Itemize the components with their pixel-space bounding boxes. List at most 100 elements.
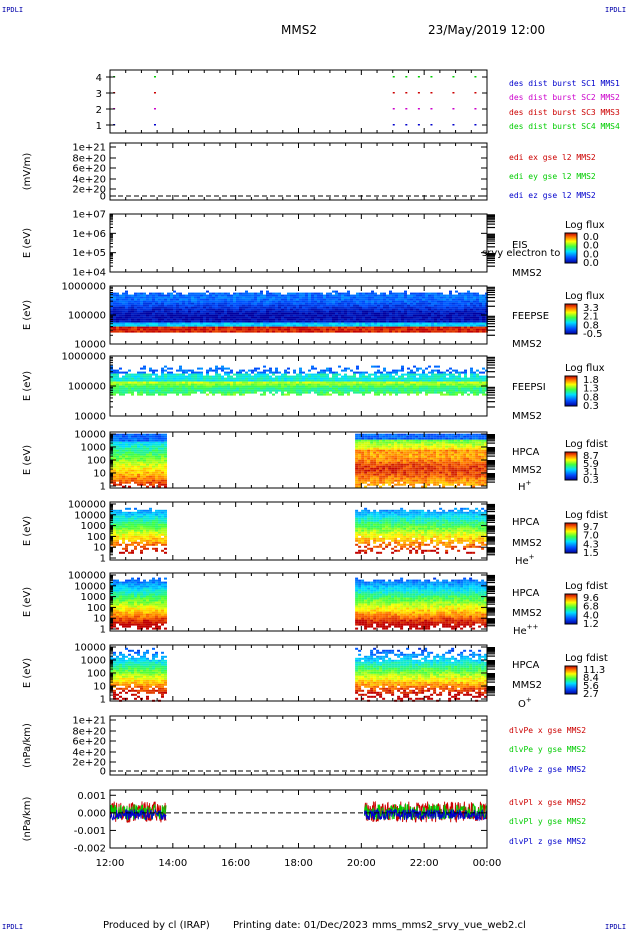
burst-mark — [452, 76, 455, 78]
colorbar-value: 0.3 — [583, 475, 599, 486]
ytick-label: 1000 — [81, 592, 106, 603]
ytick-label: 1000 — [81, 521, 106, 532]
colorbar-title: Log flux — [565, 220, 605, 231]
divpi-series-line — [364, 800, 487, 823]
burst-mark — [417, 124, 420, 126]
ytick-label: 10000 — [74, 412, 106, 423]
footer-produced-by: Produced by cl (IRAP) — [103, 920, 210, 931]
colorbar-value: 0.0 — [583, 258, 599, 269]
hpca-heplusplus-panel-ylabel: E (eV) — [22, 587, 33, 617]
panel-label: MMS2 — [512, 538, 542, 549]
ytick-label: -0.001 — [74, 826, 106, 837]
ytick-label: 1e+06 — [72, 229, 106, 240]
ytick-label: 6e+20 — [72, 164, 106, 175]
ytick-label: 1000 — [81, 443, 106, 454]
colorbar-value: 0.8 — [583, 392, 599, 403]
legend-entry: dlvPl y gse MMS2 — [509, 817, 586, 826]
footer-filename: mms_mms2_srvy_vue_web2.cl — [372, 920, 526, 931]
species-label: O+ — [518, 696, 532, 710]
burst-mark — [417, 108, 420, 110]
burst-mark — [153, 92, 156, 94]
overlay-label: srvy electron to — [482, 248, 560, 259]
colorbar-value: 2.7 — [583, 689, 599, 700]
panel-label: HPCA — [512, 588, 540, 599]
colorbar-value: 9.6 — [583, 593, 599, 604]
legend-entry: dlvPl x gse MMS2 — [509, 798, 586, 807]
divpi-ylabel: (nPa/km) — [22, 797, 33, 842]
ytick-label: 1 — [100, 695, 106, 706]
ytick-label: 10 — [93, 469, 106, 480]
ytick-label: -0.002 — [74, 844, 106, 855]
panel-label: FEEPSE — [512, 311, 549, 322]
burst-mark — [417, 76, 420, 78]
legend-entry: des dist burst SC4 MMS4 — [509, 122, 620, 131]
burst-mark — [474, 124, 477, 126]
species-label: H+ — [518, 479, 532, 493]
colorbar-value: 6.8 — [583, 602, 599, 613]
colorbar-value: 5.9 — [583, 459, 599, 470]
ytick-label: 4 — [96, 73, 102, 84]
legend-entry: dlvPe y gse MMS2 — [509, 745, 586, 754]
legend-entry: des dist burst SC1 MMS1 — [509, 79, 620, 88]
xtick-label: 18:00 — [284, 858, 313, 869]
ytick-label: 10 — [93, 543, 106, 554]
ytick-label: 100000 — [68, 382, 106, 393]
divpe-ylabel: (nPa/km) — [22, 723, 33, 768]
ytick-label: 100000 — [68, 500, 106, 511]
ytick-label: 100 — [87, 532, 106, 543]
colorbar-title: Log flux — [565, 363, 605, 374]
colorbar-value: 0.0 — [583, 249, 599, 260]
panel-label: HPCA — [512, 517, 540, 528]
colorbar-value: 1.3 — [583, 384, 599, 395]
colorbar-value: -0.5 — [583, 329, 603, 340]
ytick-label: 8e+20 — [72, 154, 106, 165]
colorbar-value: 1.8 — [583, 375, 599, 386]
colorbar-value: 3.3 — [583, 303, 599, 314]
ytick-label: 2e+20 — [72, 185, 106, 196]
burst-mark — [392, 92, 395, 94]
burst-mark — [430, 92, 433, 94]
ytick-label: 1e+04 — [72, 268, 106, 279]
burst-mark — [474, 76, 477, 78]
burst-mark — [430, 76, 433, 78]
ytick-label: 1000000 — [61, 352, 106, 363]
corner-label-bottom-right: IPDLI — [605, 923, 627, 931]
ytick-label: 10000 — [74, 581, 106, 592]
burst-mark — [452, 124, 455, 126]
colorbar — [564, 593, 578, 625]
feepse-ylabel: E (eV) — [22, 300, 33, 330]
burst-mark — [452, 92, 455, 94]
colorbar — [564, 451, 578, 481]
colorbar — [564, 232, 578, 264]
colorbar-title: Log fdist — [565, 653, 608, 664]
colorbar-value: 1.2 — [583, 619, 599, 630]
burst-mark — [430, 124, 433, 126]
ytick-label: 1e+21 — [72, 143, 106, 154]
corner-label-bottom-left: IPDLI — [2, 923, 24, 931]
colorbar-value: 2.1 — [583, 312, 599, 323]
species-label: He+ — [515, 553, 535, 567]
ytick-label: 100 — [87, 603, 106, 614]
eis-panel-frame — [109, 213, 488, 273]
burst-mark — [474, 92, 477, 94]
legend-entry: edi ez gse l2 MMS2 — [509, 191, 596, 200]
ytick-label: 100 — [87, 669, 106, 680]
efield-ylabel: (mV/m) — [22, 153, 33, 191]
ytick-label: 0 — [100, 767, 106, 778]
colorbar-value: 4.3 — [583, 539, 599, 550]
eis-ylabel: E (eV) — [22, 228, 33, 258]
hpca-hplus-panel-ylabel: E (eV) — [22, 445, 33, 475]
ytick-label: 10000 — [74, 430, 106, 441]
xtick-label: 22:00 — [410, 858, 439, 869]
ytick-label: 10 — [93, 682, 106, 693]
ytick-label: 3 — [96, 89, 102, 100]
colorbar-value: 0.0 — [583, 241, 599, 252]
xtick-label: 12:00 — [96, 858, 125, 869]
divpi-series-line — [364, 807, 487, 822]
colorbar-title: Log flux — [565, 291, 605, 302]
spacecraft-title: MMS2 — [281, 23, 317, 37]
ytick-label: 1000000 — [61, 282, 106, 293]
ytick-label: 10 — [93, 614, 106, 625]
panel-label: MMS2 — [512, 608, 542, 619]
burst-mark — [153, 108, 156, 110]
